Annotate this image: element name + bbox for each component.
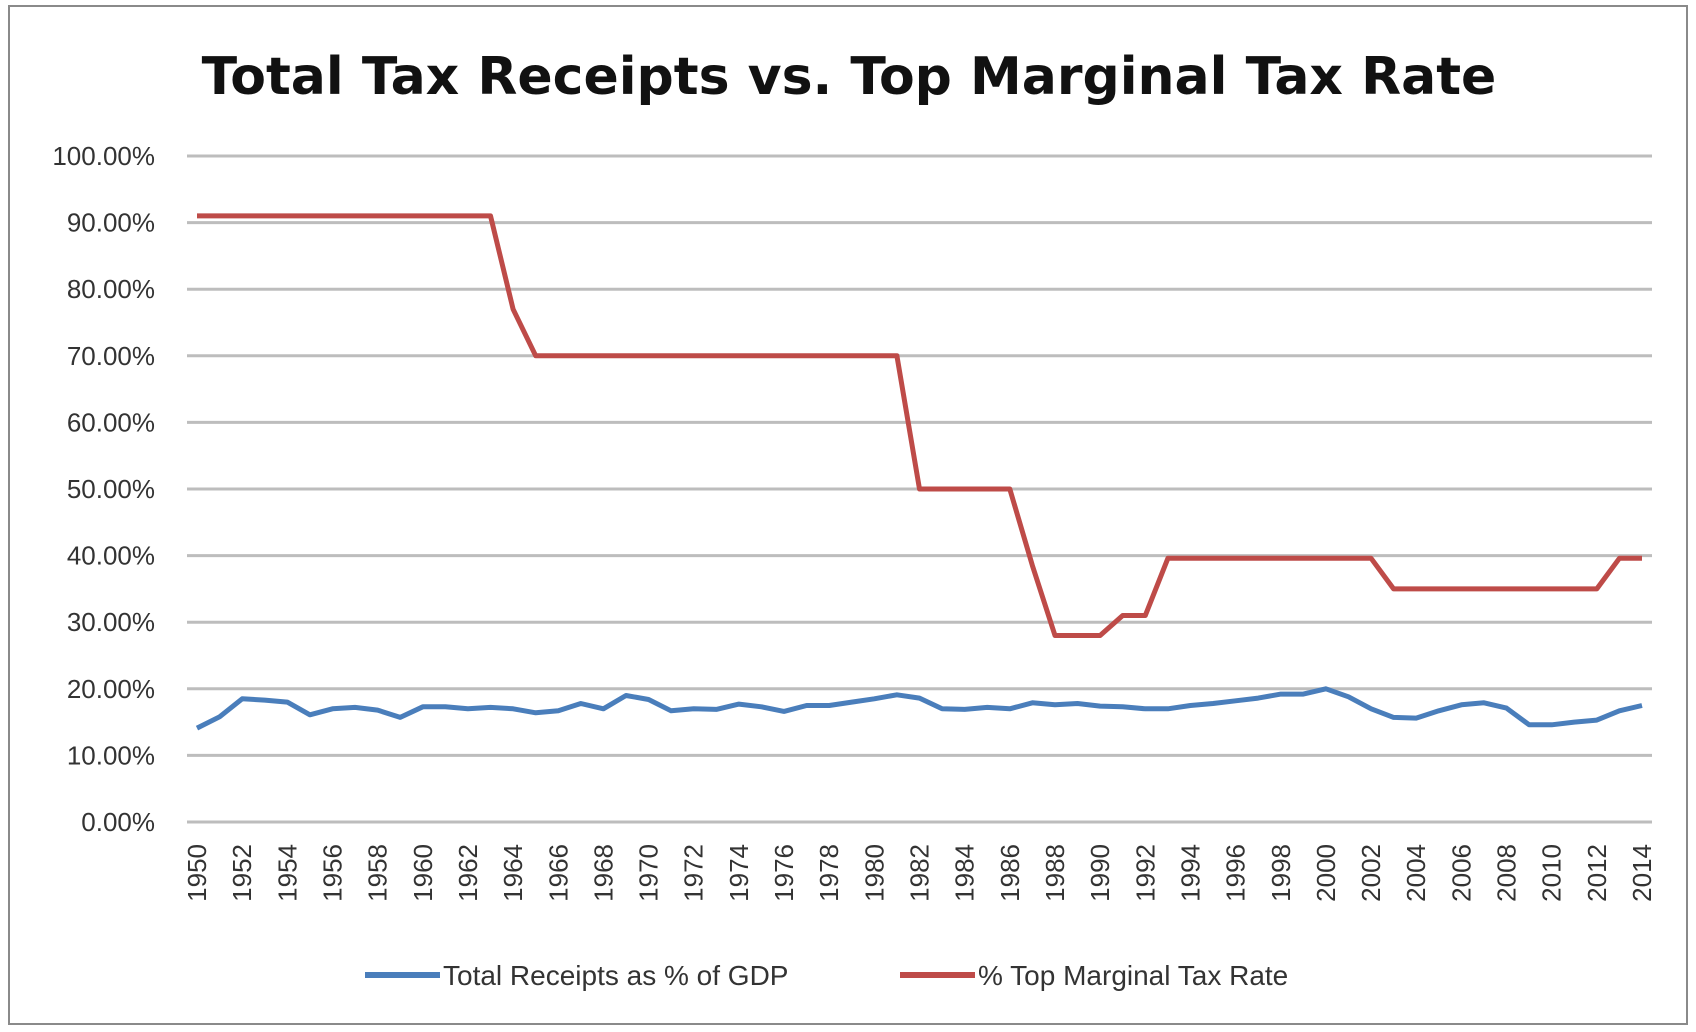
x-tick-label: 1986 bbox=[995, 844, 1025, 902]
x-tick-label: 1950 bbox=[182, 844, 212, 902]
x-tick-label: 1998 bbox=[1266, 844, 1296, 902]
gridlines bbox=[187, 154, 1652, 824]
x-tick-label: 2000 bbox=[1311, 844, 1341, 902]
x-tick-label: 1968 bbox=[588, 844, 618, 902]
chart-frame bbox=[8, 5, 1688, 1025]
x-axis-ticks: 1950 1952 1954 1956 1958 1960 1962 1964 1966 1968… bbox=[182, 844, 1657, 902]
y-tick-label: 60.00% bbox=[67, 407, 155, 437]
x-tick-label: 2002 bbox=[1356, 844, 1386, 902]
y-tick-label: 70.00% bbox=[67, 341, 155, 371]
x-tick-label: 1976 bbox=[769, 844, 799, 902]
x-tick-label: 1956 bbox=[317, 844, 347, 902]
legend: Total Receipts as % of GDP % Top Marginal… bbox=[365, 960, 1288, 991]
y-tick-label: 20.00% bbox=[67, 674, 155, 704]
x-tick-label: 1994 bbox=[1175, 844, 1205, 902]
x-tick-label: 1962 bbox=[453, 844, 483, 902]
y-tick-label: 80.00% bbox=[67, 274, 155, 304]
x-tick-label: 1954 bbox=[272, 844, 302, 902]
y-tick-label: 90.00% bbox=[67, 208, 155, 238]
x-tick-label: 1974 bbox=[724, 844, 754, 902]
legend-label: % Top Marginal Tax Rate bbox=[978, 960, 1288, 991]
series-line-0 bbox=[195, 686, 1643, 731]
y-tick-label: 0.00% bbox=[81, 807, 155, 837]
x-tick-label: 2004 bbox=[1401, 844, 1431, 902]
x-tick-label: 2010 bbox=[1537, 844, 1567, 902]
y-tick-label: 10.00% bbox=[67, 740, 155, 770]
x-tick-label: 1978 bbox=[814, 844, 844, 902]
series-line-1 bbox=[197, 213, 1642, 638]
y-tick-label: 50.00% bbox=[67, 474, 155, 504]
chart-title: Total Tax Receipts vs. Top Marginal Tax … bbox=[202, 47, 1497, 107]
x-tick-label: 1980 bbox=[859, 844, 889, 902]
x-tick-label: 2012 bbox=[1582, 844, 1612, 902]
x-tick-label: 1952 bbox=[227, 844, 257, 902]
x-tick-label: 1982 bbox=[905, 844, 935, 902]
legend-label: Total Receipts as % of GDP bbox=[443, 960, 788, 991]
x-tick-label: 1972 bbox=[679, 844, 709, 902]
y-axis-ticks: 0.00% 10.00% 20.00% 30.00% 40.00% 50.00% 60.00… bbox=[52, 141, 155, 837]
x-tick-label: 1958 bbox=[363, 844, 393, 902]
x-tick-label: 2008 bbox=[1492, 844, 1522, 902]
x-tick-label: 1996 bbox=[1221, 844, 1251, 902]
x-tick-label: 2006 bbox=[1446, 844, 1476, 902]
x-tick-label: 1970 bbox=[634, 844, 664, 902]
y-tick-label: 40.00% bbox=[67, 541, 155, 571]
x-tick-label: 1988 bbox=[1040, 844, 1070, 902]
x-tick-label: 2014 bbox=[1627, 844, 1657, 902]
series-lines bbox=[195, 213, 1643, 731]
x-tick-label: 1966 bbox=[543, 844, 573, 902]
y-tick-label: 30.00% bbox=[67, 607, 155, 637]
x-tick-label: 1964 bbox=[498, 844, 528, 902]
x-tick-label: 1992 bbox=[1130, 844, 1160, 902]
x-tick-label: 1960 bbox=[408, 844, 438, 902]
x-tick-label: 1984 bbox=[950, 844, 980, 902]
y-tick-label: 100.00% bbox=[52, 141, 155, 171]
x-tick-label: 1990 bbox=[1085, 844, 1115, 902]
